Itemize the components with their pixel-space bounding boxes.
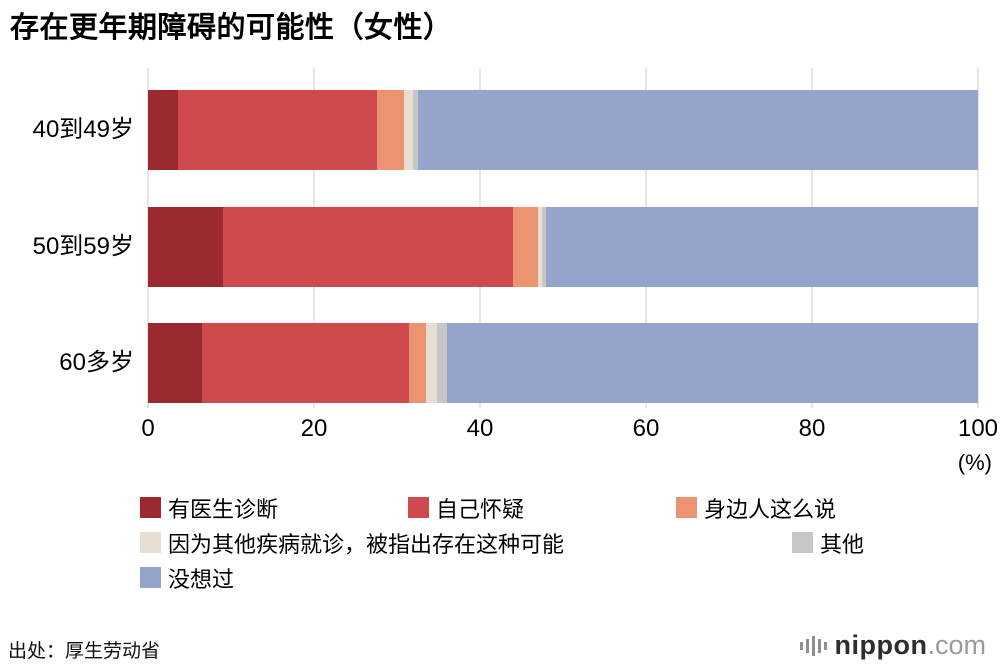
- source-note: 出处：厚生劳动省: [8, 641, 161, 662]
- bar-segment: [201, 323, 410, 403]
- bar-segment: [446, 323, 978, 403]
- bar-segment: [148, 207, 223, 287]
- gridline: [977, 68, 979, 408]
- y-axis-label: 40到49岁: [32, 116, 134, 143]
- bar-row: [148, 207, 978, 287]
- bars: [148, 68, 978, 408]
- bar-segment: [426, 323, 437, 403]
- legend-swatch: [792, 532, 813, 553]
- x-tick-label: 40: [466, 415, 494, 442]
- x-tick-label: 20: [300, 415, 328, 442]
- legend-item: 其他: [792, 525, 972, 560]
- legend-item: 身边人这么说: [676, 490, 976, 525]
- legend-swatch: [140, 567, 161, 588]
- bar-segment: [546, 207, 978, 287]
- logo-brand: nippon: [834, 630, 928, 660]
- bar-segment: [148, 323, 202, 403]
- legend-swatch: [140, 497, 161, 518]
- bar-segment: [538, 207, 543, 287]
- legend-item: 因为其他疾病就诊，被指出存在这种可能: [140, 525, 792, 560]
- bar-segment: [404, 90, 413, 170]
- legend-swatch: [140, 532, 161, 553]
- y-axis-label: 60多岁: [59, 349, 134, 376]
- chart-title: 存在更年期障碍的可能性（女性）: [10, 12, 453, 44]
- y-axis-labels: 40到49岁 50到59岁 60多岁: [0, 68, 140, 408]
- x-tick-label: 60: [632, 415, 660, 442]
- legend-item: 没想过: [140, 560, 992, 595]
- legend-item: 自己怀疑: [408, 490, 676, 525]
- x-axis-unit-label: (%): [957, 450, 992, 475]
- legend-swatch: [408, 497, 429, 518]
- nippon-logo: nippon .com: [798, 630, 986, 661]
- legend-swatch: [676, 497, 697, 518]
- soundwave-icon: [799, 635, 827, 656]
- plot-area: [147, 68, 979, 408]
- bar-segment: [409, 323, 427, 403]
- logo-tld: .com: [927, 630, 986, 660]
- legend-item: 有医生诊断: [140, 490, 408, 525]
- x-tick-label: 0: [141, 415, 155, 442]
- bar-segment: [542, 207, 547, 287]
- x-tick-label: 80: [798, 415, 826, 442]
- y-axis-label: 50到59岁: [32, 233, 134, 260]
- bar-segment: [513, 207, 539, 287]
- bar-row: [148, 323, 978, 403]
- bar-segment: [417, 90, 978, 170]
- legend-label: 其他: [820, 531, 865, 557]
- bar-segment: [222, 207, 514, 287]
- legend: 有医生诊断 自己怀疑 身边人这么说因为其他疾病就诊，被指出存在这种可能 其他没想过: [140, 490, 992, 595]
- bar-segment: [177, 90, 378, 170]
- x-tick-label: 100: [957, 415, 999, 442]
- x-axis-ticks: 0 20 40 60 80 100: [141, 414, 998, 444]
- legend-label: 身边人这么说: [704, 496, 837, 522]
- bar-segment: [148, 90, 178, 170]
- legend-label: 有医生诊断: [168, 496, 279, 522]
- bar-segment: [412, 90, 418, 170]
- legend-label: 自己怀疑: [436, 496, 525, 522]
- bar-segment: [436, 323, 447, 403]
- bar-segment: [377, 90, 405, 170]
- legend-label: 因为其他疾病就诊，被指出存在这种可能: [168, 531, 565, 557]
- bar-row: [148, 90, 978, 170]
- legend-label: 没想过: [168, 566, 235, 592]
